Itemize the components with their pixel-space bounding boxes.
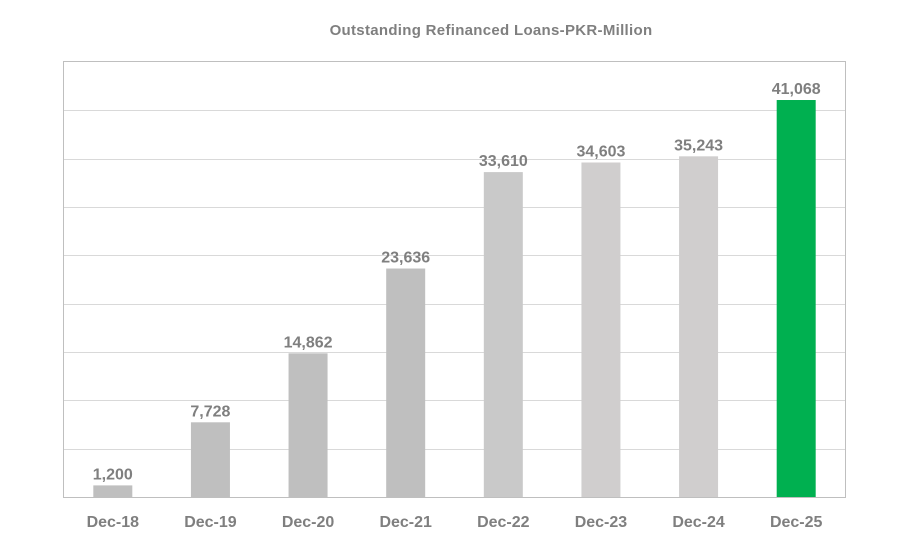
data-label-dec-21: 23,636 [381, 250, 430, 267]
bar-dec-25 [776, 100, 816, 497]
bar-dec-24 [679, 156, 719, 497]
bar-dec-23 [581, 162, 621, 497]
chart-title: Outstanding Refinanced Loans-PKR-Million [329, 22, 653, 39]
data-label-dec-20: 14,862 [284, 334, 333, 351]
x-tick-dec-18: Dec-18 [87, 514, 140, 531]
data-label-dec-18: 1,200 [93, 466, 133, 483]
data-label-dec-24: 35,243 [674, 137, 723, 154]
x-tick-dec-21: Dec-21 [379, 514, 432, 531]
bar-dec-21 [386, 268, 426, 497]
x-axis-ticks: Dec-18 Dec-19 Dec-20 Dec-21 Dec-22 Dec-23 Dec-… [87, 514, 823, 531]
x-tick-dec-25: Dec-25 [770, 514, 823, 531]
data-labels: 1,200 7,728 14,862 23,636 33,610 34,603 35,243… [93, 81, 821, 483]
bar-dec-20 [288, 353, 328, 497]
x-tick-dec-24: Dec-24 [672, 514, 725, 531]
data-label-dec-22: 33,610 [479, 153, 528, 170]
gridlines [64, 110, 845, 450]
data-label-dec-23: 34,603 [576, 144, 625, 161]
data-label-dec-19: 7,728 [190, 403, 230, 420]
plot-area-frame [63, 61, 846, 498]
bar-dec-18 [93, 485, 133, 497]
x-tick-dec-23: Dec-23 [575, 514, 628, 531]
bar-dec-22 [483, 172, 523, 497]
x-tick-dec-20: Dec-20 [282, 514, 335, 531]
data-label-dec-25: 41,068 [772, 81, 821, 98]
bar-dec-19 [190, 422, 230, 497]
x-tick-dec-22: Dec-22 [477, 514, 530, 531]
bars [93, 100, 816, 497]
x-tick-dec-19: Dec-19 [184, 514, 237, 531]
